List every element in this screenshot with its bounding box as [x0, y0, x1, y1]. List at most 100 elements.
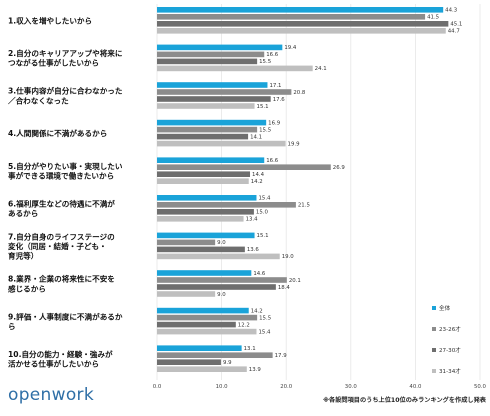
bar-31-34才	[157, 103, 255, 109]
category-label: 8.業界・企業の将来性に不安を感じるから	[8, 274, 115, 294]
value-label: 15.4	[258, 196, 271, 202]
bar-23-26才	[157, 352, 273, 358]
legend-label: 27-30才	[439, 346, 461, 354]
bar-23-26才	[157, 164, 331, 170]
category-label-line: 2.自分のキャリアアップや将来に	[8, 48, 122, 58]
category-label-line: 変化（同居・結婚・子ども・	[8, 241, 107, 251]
value-label: 15.1	[257, 104, 269, 110]
legend-label: 31-34才	[439, 367, 461, 375]
bar-全体	[157, 82, 268, 88]
value-label: 41.5	[427, 15, 439, 21]
value-label: 13.6	[247, 247, 260, 253]
bar-全体	[157, 119, 267, 126]
bar-23-26才	[157, 126, 258, 133]
bar-31-34才	[157, 216, 244, 222]
value-label: 19.9	[288, 141, 301, 147]
bar-27-30才	[157, 21, 449, 27]
category-label-line: 育児等）	[8, 251, 38, 261]
value-label: 15.0	[256, 210, 269, 216]
bar-31-34才	[157, 178, 249, 184]
value-label: 16.6	[266, 158, 279, 164]
bar-layer	[157, 7, 449, 372]
bar-全体	[157, 7, 444, 13]
bar-23-26才	[157, 89, 292, 95]
category-label: 6.福利厚生などの待遇に不満があるから	[8, 199, 115, 219]
bar-27-30才	[157, 58, 258, 65]
value-label: 14.6	[253, 271, 266, 277]
x-tick-label: 0.0	[153, 384, 162, 390]
category-label-line: 8.業界・企業の将来性に不安を	[8, 274, 115, 284]
legend-label: 全体	[439, 304, 451, 312]
value-label: 17.6	[273, 97, 286, 103]
value-labels: 44.341.545.144.719.416.615.524.117.120.8…	[217, 8, 462, 373]
category-label-line: 9.評価・人事制度に不満があるか	[8, 311, 123, 321]
x-axis-ticks: 0.0 10.0 20.0 30.0 40.0 50.0	[153, 384, 487, 390]
category-label: 4.人間関係に不満があるから	[8, 128, 107, 138]
x-tick-label: 30.0	[345, 384, 358, 390]
bar-27-30才	[157, 359, 221, 365]
bar-全体	[157, 345, 242, 351]
bar-31-34才	[157, 140, 286, 147]
bar-27-30才	[157, 209, 254, 215]
value-label: 19.0	[282, 254, 295, 260]
bar-31-34才	[157, 366, 247, 372]
footnote: ※各設問項目のうち上位10位のみランキングを作成し発表	[323, 395, 487, 404]
category-label-line: ／合わなくなった	[8, 95, 69, 105]
legend-swatch	[432, 306, 436, 310]
value-label: 26.9	[333, 165, 346, 171]
bar-23-26才	[157, 277, 287, 283]
legend: 全体 23-26才 27-30才 31-34才	[432, 304, 461, 375]
category-label: 5.自分がやりたい事・実現したい事ができる環境で働きたいから	[8, 161, 123, 181]
x-tick-label: 10.0	[216, 384, 229, 390]
bar-27-30才	[157, 96, 271, 102]
value-label: 20.8	[293, 90, 306, 96]
bar-23-26才	[157, 14, 426, 20]
bar-27-30才	[157, 321, 236, 328]
value-label: 45.1	[450, 22, 462, 28]
value-label: 9.0	[217, 292, 226, 298]
bar-31-34才	[157, 328, 257, 335]
value-label: 12.2	[238, 322, 250, 328]
category-label-line: 活かせる仕事がしたいから	[8, 359, 99, 369]
value-label: 14.2	[251, 308, 263, 314]
x-tick-label: 50.0	[474, 384, 487, 390]
category-label-line: 6.福利厚生などの待遇に不満が	[8, 199, 115, 209]
category-label-line: 事ができる環境で働きたいから	[8, 171, 114, 181]
value-label: 19.4	[284, 45, 297, 51]
value-label: 15.5	[259, 127, 271, 133]
bar-全体	[157, 157, 265, 163]
value-label: 16.6	[266, 52, 279, 58]
value-label: 18.4	[278, 285, 291, 291]
value-label: 21.5	[298, 203, 310, 209]
value-label: 9.9	[223, 360, 232, 366]
legend-label: 23-26才	[439, 325, 461, 333]
category-label-line: 4.人間関係に不満があるから	[8, 128, 107, 138]
legend-swatch	[432, 348, 436, 352]
bar-全体	[157, 44, 283, 51]
value-label: 13.9	[249, 367, 262, 373]
value-label: 20.1	[289, 278, 301, 284]
value-label: 15.4	[258, 329, 271, 335]
category-label: 10.自分の能力・経験・強みが活かせる仕事がしたいから	[8, 349, 113, 369]
bar-全体	[157, 270, 252, 276]
bar-27-30才	[157, 171, 251, 177]
bar-全体	[157, 195, 257, 201]
category-label-line: 10.自分の能力・経験・強みが	[8, 349, 113, 359]
value-label: 14.1	[250, 134, 262, 140]
bar-全体	[157, 307, 249, 314]
bar-27-30才	[157, 284, 276, 290]
value-label: 13.1	[244, 346, 256, 352]
value-label: 15.5	[259, 315, 271, 321]
bar-31-34才	[157, 65, 313, 72]
category-label-line: 7.自分自身のライフステージの	[8, 231, 115, 241]
category-label-line: 1.収入を増やしたいから	[8, 15, 92, 25]
category-label-line: 感じるから	[8, 283, 46, 293]
category-label-line: ら	[8, 322, 16, 331]
value-label: 44.3	[445, 8, 457, 14]
value-label: 15.5	[259, 59, 271, 65]
bar-23-26才	[157, 202, 296, 208]
category-label-line: あるから	[8, 209, 38, 218]
category-label: 2.自分のキャリアアップや将来につながる仕事がしたいから	[8, 48, 122, 68]
bar-31-34才	[157, 253, 280, 260]
